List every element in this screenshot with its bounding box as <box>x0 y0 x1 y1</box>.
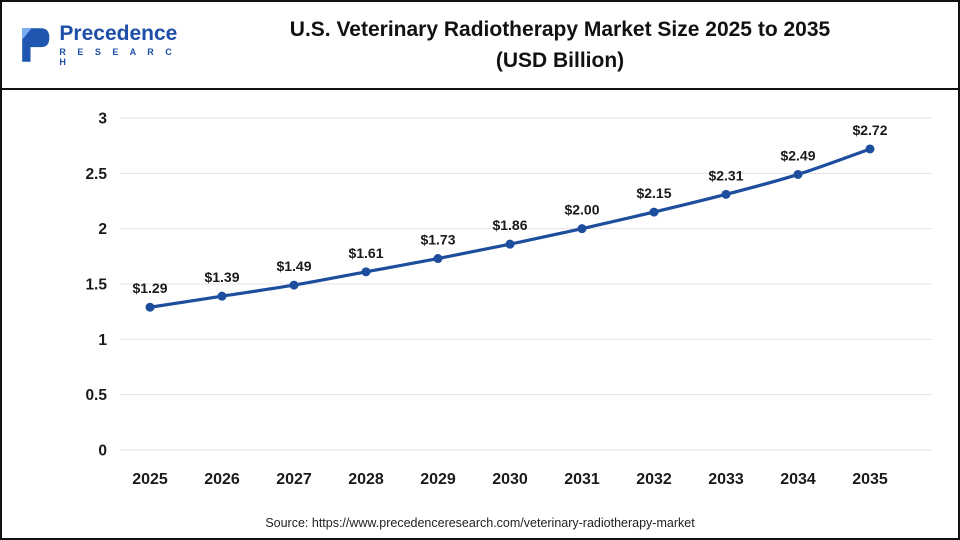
y-axis-tick-label: 2 <box>98 221 107 238</box>
x-axis-tick-label: 2028 <box>348 471 384 488</box>
data-point-label: $2.00 <box>564 202 599 218</box>
y-axis-tick-label: 1 <box>98 332 107 349</box>
data-point-label: $2.49 <box>780 147 815 163</box>
data-point <box>145 302 155 312</box>
data-point-label: $1.29 <box>132 280 167 296</box>
x-axis-tick-label: 2029 <box>420 471 456 488</box>
y-axis-tick-label: 3 <box>98 111 107 128</box>
data-point <box>865 144 875 154</box>
x-axis-tick-label: 2030 <box>492 471 528 488</box>
data-point-label: $2.31 <box>708 167 743 183</box>
data-point <box>289 280 299 290</box>
data-point-label: $1.61 <box>348 245 383 261</box>
precedence-logo-icon <box>22 28 50 62</box>
x-axis-tick-label: 2025 <box>132 471 168 488</box>
data-point <box>577 224 587 234</box>
data-point-label: $1.73 <box>420 232 455 248</box>
chart-title-line2: (USD Billion) <box>495 49 625 72</box>
x-axis-tick-label: 2033 <box>708 471 744 488</box>
y-axis-tick-label: 1.5 <box>85 277 107 294</box>
data-point-label: $1.86 <box>492 217 527 233</box>
data-point <box>217 291 227 301</box>
chart-area: 0 0.5 1 1.5 2 2.5 3 2025 2026 2027 2028 2029 2030 203… <box>2 90 958 502</box>
x-axis-tick-label: 2027 <box>276 471 312 488</box>
x-axis-tick-label: 2026 <box>204 471 240 488</box>
y-axis-tick-label: 0.5 <box>85 387 107 404</box>
logo-text: Precedence R E S E A R C H <box>59 22 192 67</box>
precedence-logo: Precedence R E S E A R C H <box>2 22 192 67</box>
logo-name: Precedence <box>59 22 178 46</box>
data-point <box>361 267 371 277</box>
logo-subname: R E S E A R C H <box>59 47 177 67</box>
data-point-label: $2.15 <box>636 185 671 201</box>
x-axis-tick-label: 2032 <box>636 471 672 488</box>
x-axis-tick-label: 2035 <box>852 471 888 488</box>
chart-header: Precedence R E S E A R C H U.S. Veterina… <box>2 2 958 90</box>
x-axis-tick-label: 2034 <box>780 471 816 488</box>
data-point-label: $1.49 <box>276 258 311 274</box>
data-point-label: $1.39 <box>204 269 239 285</box>
x-axis-tick-label: 2031 <box>564 471 600 488</box>
chart-title: U.S. Veterinary Radiotherapy Market Size… <box>192 14 958 77</box>
y-axis-tick-label: 2.5 <box>85 166 107 183</box>
line-chart: 0 0.5 1 1.5 2 2.5 3 2025 2026 2027 2028 2029 2030 203… <box>85 111 932 488</box>
data-point <box>505 239 515 249</box>
data-point <box>721 189 731 199</box>
source-citation: Source: https://www.precedenceresearch.c… <box>265 516 695 530</box>
data-point <box>649 207 659 217</box>
data-point <box>793 169 803 179</box>
y-axis-tick-label: 0 <box>98 443 107 460</box>
data-point <box>433 254 443 264</box>
chart-title-line1: U.S. Veterinary Radiotherapy Market Size… <box>289 17 831 41</box>
data-point-label: $2.72 <box>852 122 887 138</box>
